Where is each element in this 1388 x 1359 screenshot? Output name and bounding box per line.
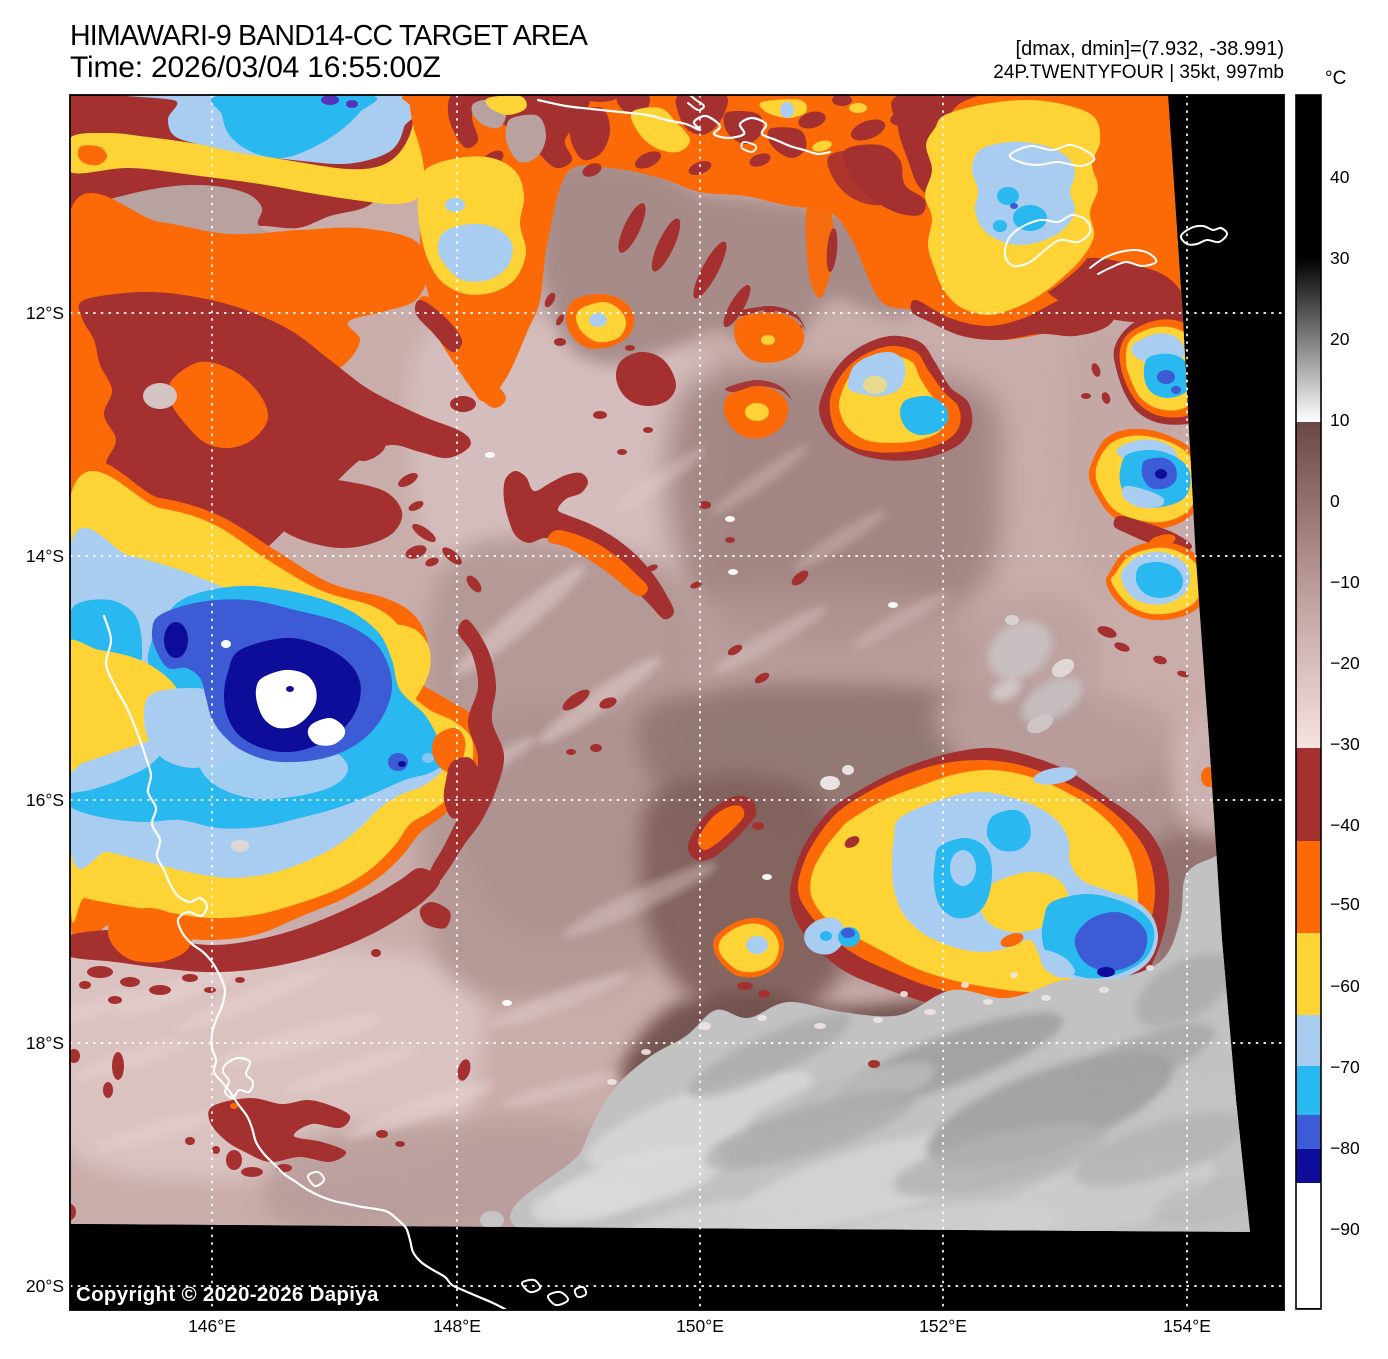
svg-text:148°E: 148°E	[433, 1316, 481, 1336]
svg-text:24P.TWENTYFOUR | 35kt, 997mb: 24P.TWENTYFOUR | 35kt, 997mb	[993, 62, 1284, 83]
svg-text:18°S: 18°S	[26, 1033, 64, 1053]
svg-text:146°E: 146°E	[188, 1316, 236, 1336]
svg-text:°C: °C	[1325, 68, 1346, 89]
svg-text:14°S: 14°S	[26, 546, 64, 566]
svg-text:20: 20	[1330, 329, 1350, 349]
svg-text:0: 0	[1330, 491, 1340, 511]
svg-text:12°S: 12°S	[26, 303, 64, 323]
svg-text:−30: −30	[1330, 734, 1360, 754]
svg-text:HIMAWARI-9 BAND14-CC TARGET AR: HIMAWARI-9 BAND14-CC TARGET AREA	[70, 20, 588, 52]
svg-text:−60: −60	[1330, 976, 1360, 996]
svg-text:[dmax, dmin]=(7.932, -38.991): [dmax, dmin]=(7.932, -38.991)	[1016, 38, 1284, 60]
svg-text:154°E: 154°E	[1163, 1316, 1211, 1336]
svg-text:40: 40	[1330, 167, 1350, 187]
svg-text:20°S: 20°S	[26, 1276, 64, 1296]
svg-text:−20: −20	[1330, 653, 1360, 673]
svg-text:−50: −50	[1330, 894, 1360, 914]
svg-text:−80: −80	[1330, 1138, 1360, 1158]
svg-text:−10: −10	[1330, 572, 1360, 592]
svg-text:10: 10	[1330, 410, 1350, 430]
svg-text:Copyright © 2020-2026 Dapiya: Copyright © 2020-2026 Dapiya	[76, 1283, 379, 1306]
svg-text:152°E: 152°E	[919, 1316, 967, 1336]
svg-text:−90: −90	[1330, 1219, 1360, 1239]
svg-text:−70: −70	[1330, 1057, 1360, 1077]
svg-text:150°E: 150°E	[676, 1316, 724, 1336]
svg-text:−40: −40	[1330, 815, 1360, 835]
svg-text:16°S: 16°S	[26, 790, 64, 810]
svg-text:30: 30	[1330, 248, 1350, 268]
svg-text:Time: 2026/03/04 16:55:00Z: Time: 2026/03/04 16:55:00Z	[70, 51, 441, 84]
